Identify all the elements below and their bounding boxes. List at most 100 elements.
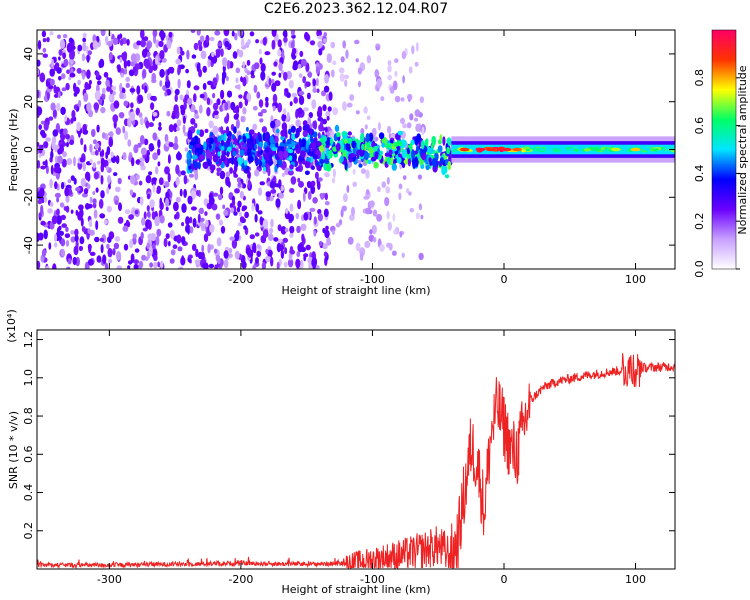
spectrogram-cell [233, 211, 238, 216]
spectrogram-cell [216, 171, 220, 177]
spectrogram-cell [303, 253, 309, 258]
spectrogram-cell [63, 128, 68, 136]
spectrogram-cell [297, 177, 301, 183]
spectrogram-cell [167, 154, 171, 164]
spectrogram-cell [177, 66, 181, 76]
spectrogram-cell [70, 209, 74, 214]
spectrogram-cell [296, 225, 301, 234]
y-tick-label: 0.8 [22, 407, 35, 425]
spectrogram-cell [122, 225, 129, 232]
spectrogram-cell [79, 157, 86, 163]
spectrogram-cell [212, 77, 218, 87]
spectrogram-cell [296, 251, 301, 258]
spectrogram-cell [398, 192, 402, 201]
spectrogram-cell [207, 80, 213, 86]
spectrogram-cell [40, 165, 46, 170]
spectrogram-cell [175, 196, 181, 203]
spectrogram-cell [144, 59, 151, 69]
spectrogram-cell [354, 39, 360, 45]
spectrogram-cell [288, 128, 292, 135]
spectrogram-cell [94, 90, 101, 101]
spectrogram-cell [297, 107, 303, 115]
spectrogram-cell [59, 202, 65, 208]
spectrogram-cell [407, 157, 411, 167]
spectrogram-cell [66, 69, 71, 74]
spectrogram-cell [269, 180, 276, 189]
spectrogram-cell [57, 155, 63, 164]
spectrogram-cell [186, 80, 191, 89]
spectrogram-cell [271, 146, 277, 151]
spectrogram-cell [91, 128, 96, 138]
spectrogram-cell [56, 67, 62, 74]
spectrogram-cell [149, 262, 154, 268]
spectrogram-cell [203, 141, 207, 150]
spectrogram-cell [208, 137, 214, 145]
spectrogram-cell [58, 56, 61, 61]
spectrogram-cell [342, 101, 347, 112]
spectrogram-cell [287, 149, 294, 154]
spectrogram-cell [216, 167, 222, 172]
spectrogram-cell [373, 145, 379, 153]
snr-y-label: SNR (10 * v/v) [7, 411, 20, 489]
spectrogram-cell [180, 256, 186, 266]
spectrogram-cell [132, 233, 137, 239]
spectrogram-cell [248, 129, 255, 135]
spectrogram-cell [193, 42, 199, 51]
spectrogram-cell [368, 132, 374, 142]
spectrogram-cell [235, 160, 239, 167]
spectrogram-cell [213, 136, 218, 144]
spectrogram-cell [394, 95, 401, 103]
spectrogram-cell [174, 94, 178, 103]
spectrogram-cell [387, 221, 392, 231]
spectrogram-cell [260, 63, 266, 73]
spectrogram-cell [43, 141, 49, 149]
spectrogram-cell [245, 126, 249, 132]
spectrogram-cell [317, 40, 323, 49]
spectrogram-cell [57, 91, 61, 99]
spectrogram-cell [208, 143, 212, 150]
spectrogram-cell [317, 208, 322, 215]
spectrogram-cell [95, 142, 100, 149]
spectrogram-cell [202, 82, 207, 91]
spectrogram-cell [234, 32, 238, 41]
spectrogram-cell [92, 198, 97, 205]
spectrogram-cell [418, 203, 422, 211]
spectrogram-cell [66, 266, 71, 269]
spectrogram-cell [164, 181, 170, 188]
spectrogram-cell [139, 117, 144, 126]
spectrogram-cell [159, 197, 163, 206]
spectrogram-cell [112, 37, 119, 45]
spectrogram-cell [134, 248, 140, 253]
spectrogram-cell [226, 59, 231, 70]
spectrogram-cell [157, 261, 161, 268]
spectrogram-cell [212, 154, 218, 163]
spectrogram-cell [76, 121, 81, 132]
spectrogram-cell [112, 90, 116, 96]
spectrogram-cell [259, 118, 264, 123]
spectrogram-cell [298, 181, 304, 188]
spectrogram-cell [381, 142, 386, 148]
spectrogram-cell [246, 138, 250, 148]
spectrogram-cell [187, 195, 193, 205]
spectrogram-cell [441, 165, 446, 176]
spectrogram-cell [385, 186, 391, 194]
spectrogram-cell [318, 240, 323, 247]
spectrogram-cell [352, 181, 358, 187]
spectrogram-cell [374, 69, 380, 78]
spectrogram-cell [237, 200, 242, 208]
spectrogram-cell [237, 30, 243, 37]
spectrogram-cell [132, 42, 138, 49]
spectrogram-cell [312, 88, 318, 93]
spectrogram-cell [322, 38, 328, 43]
spectrogram-cell [57, 34, 61, 39]
spectrogram-cell [244, 211, 250, 219]
colorbar-tick-label: 0.0 [693, 260, 706, 278]
spectrogram-cell [167, 172, 171, 183]
spectrogram-cell [124, 209, 131, 215]
colorbar: 0.0 0.2 0.4 0.6 0.8 Normalized spectral ampl… [693, 29, 749, 278]
spectrogram-cell [310, 138, 314, 143]
spectrogram-cell [308, 71, 312, 78]
spectrogram-cell [348, 137, 353, 145]
